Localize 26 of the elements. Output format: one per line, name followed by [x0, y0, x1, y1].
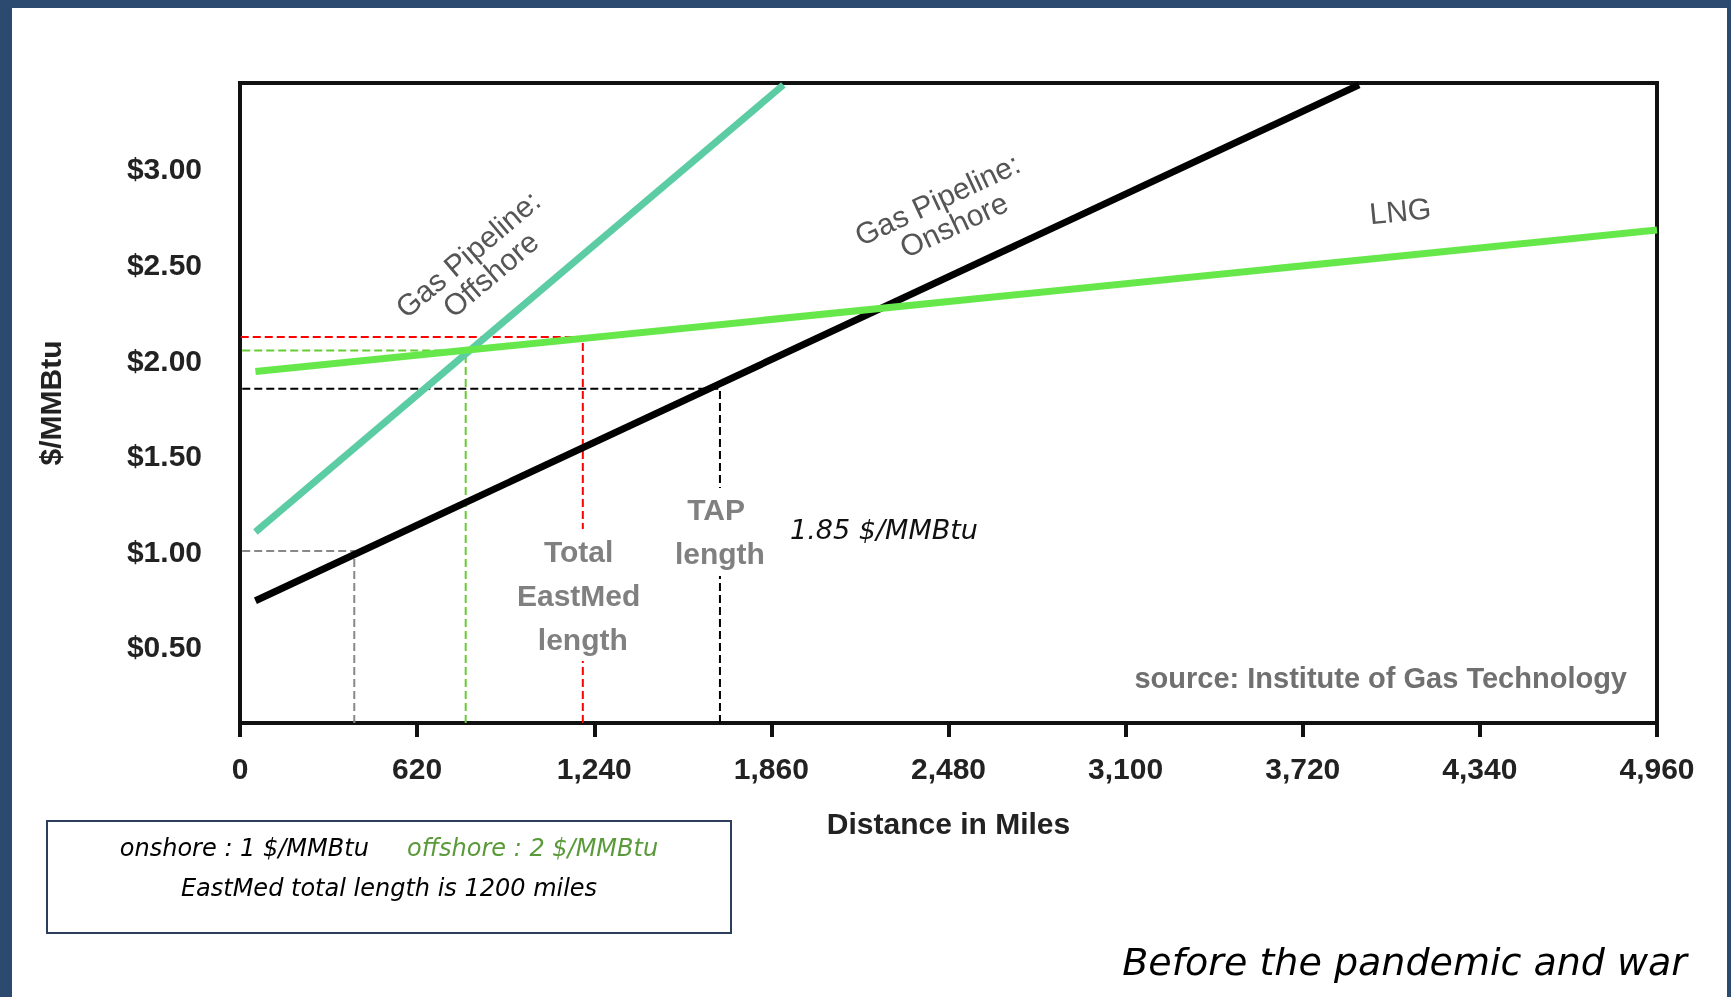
text: offshore : 2 $/MMBtu — [407, 834, 659, 862]
annotation: source: Institute of Gas Technology — [1134, 661, 1628, 694]
x-tick-label: 620 — [392, 751, 443, 785]
x-tick-label: 0 — [231, 751, 249, 785]
text: EastMed total length is 1200 miles — [179, 874, 599, 902]
annotation: 1.85 $/MMBtu — [790, 513, 978, 545]
y-tick-label: $1.00 — [126, 534, 202, 568]
annotation: TAP length — [674, 493, 765, 571]
text: onshore : 1 $/MMBtu — [119, 834, 369, 862]
x-tick-label: 2,480 — [910, 751, 987, 785]
text: LNG — [1367, 191, 1433, 231]
x-tick-label: 4,340 — [1442, 751, 1518, 785]
y-tick-label: $3.00 — [126, 152, 202, 186]
x-tick-label: 3,720 — [1265, 751, 1341, 785]
x-tick-label: 1,860 — [733, 751, 809, 785]
y-axis-title: $/MMBtu — [33, 340, 67, 466]
y-tick-label: $2.00 — [126, 343, 202, 377]
x-axis-title: Distance in Miles — [826, 806, 1071, 840]
annotation: Total EastMed length — [516, 534, 649, 656]
x-tick-label: 1,240 — [556, 751, 632, 785]
x-tick-label: 4,960 — [1619, 751, 1695, 785]
y-tick-label: $2.50 — [126, 247, 202, 281]
y-tick-label: $0.50 — [126, 630, 202, 664]
text: Before the pandemic and war — [1122, 940, 1687, 984]
y-tick-label: $1.50 — [126, 439, 202, 473]
x-tick-label: 3,100 — [1088, 751, 1164, 785]
